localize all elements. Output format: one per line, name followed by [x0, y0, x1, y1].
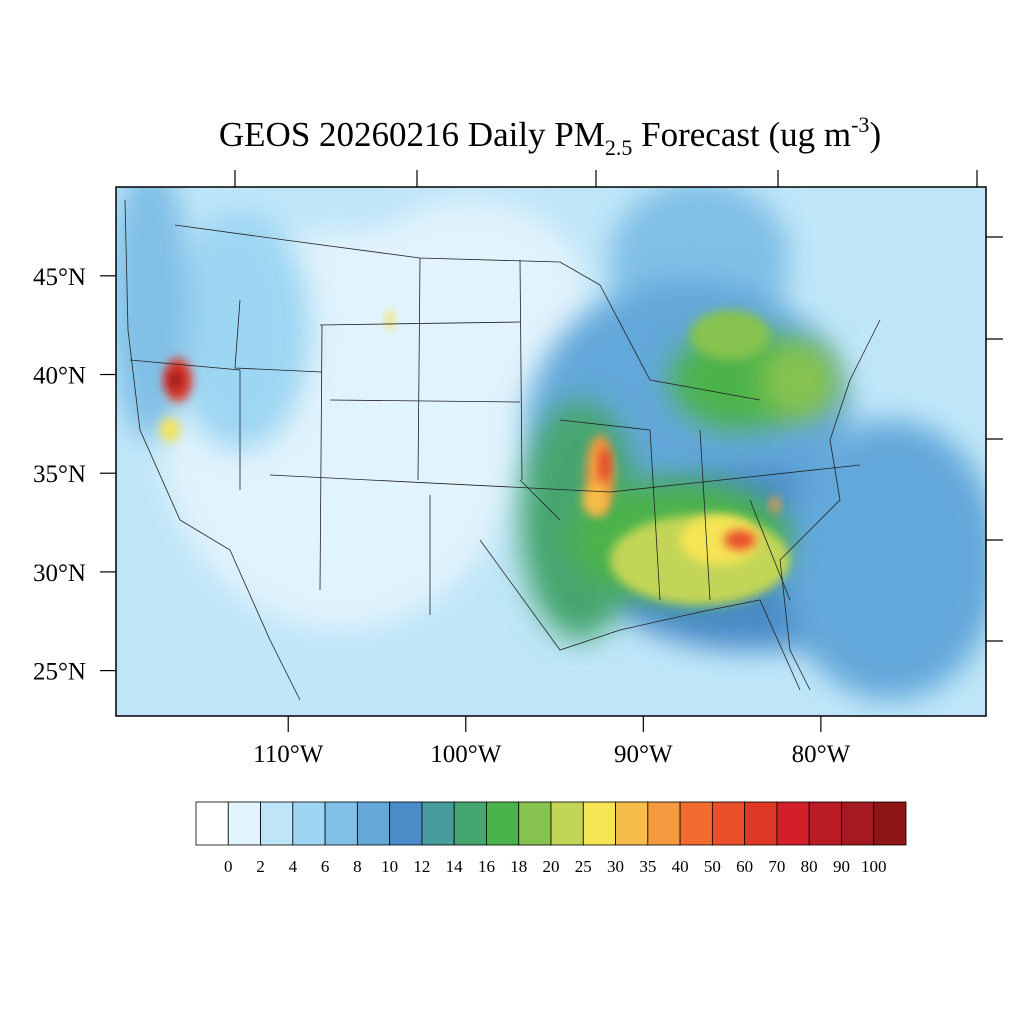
colorbar-box — [260, 801, 294, 846]
colorbar-box — [776, 801, 810, 846]
y-tick-label: 25°N — [33, 659, 86, 686]
concentration-area — [350, 200, 590, 400]
colorbar-box — [841, 801, 875, 846]
colorbar-box — [647, 801, 681, 846]
colorbar-label: 20 — [543, 857, 560, 876]
colorbar-label: 8 — [353, 857, 362, 876]
x-tick-label: 90°W — [614, 741, 673, 768]
colorbar-box — [873, 801, 907, 846]
colorbar-label: 2 — [256, 857, 265, 876]
colorbar-label: 60 — [736, 857, 753, 876]
colorbar-label: 40 — [672, 857, 689, 876]
concentration-area — [167, 370, 183, 390]
colorbar-label: 16 — [478, 857, 495, 876]
boundaries — [124, 199, 881, 701]
colorbar-box — [324, 801, 358, 846]
colorbar-box — [679, 801, 713, 846]
concentration-area — [600, 447, 610, 483]
y-tick-label: 40°N — [33, 363, 86, 390]
y-tick-label: 35°N — [33, 461, 86, 488]
pm25-field — [116, 187, 986, 716]
colorbar-box — [711, 801, 746, 846]
colorbar-box — [808, 801, 842, 846]
map-frame — [115, 186, 987, 717]
colorbar-label: 6 — [321, 857, 330, 876]
concentration-area — [680, 515, 760, 565]
colorbar-box — [582, 801, 616, 846]
colorbar-box — [518, 801, 552, 846]
colorbar-box — [615, 801, 649, 846]
colorbar-label: 12 — [413, 857, 430, 876]
colorbar-label: 4 — [289, 857, 298, 876]
concentration-area — [780, 420, 986, 700]
colorbar-label: 90 — [833, 857, 850, 876]
x-tick-label: 100°W — [430, 741, 501, 768]
colorbar-label: 10 — [381, 857, 398, 876]
colorbar-box — [195, 801, 229, 846]
colorbar-box — [453, 801, 487, 846]
colorbar-box — [744, 801, 778, 846]
colorbar-box — [389, 801, 423, 846]
colorbar-label: 30 — [607, 857, 624, 876]
axes: 110°W 100°W 90°W 80°W 45°N 40°N 35°N 30°N 25°N — [33, 264, 851, 768]
colorbar-label: 35 — [639, 857, 656, 876]
concentration-area — [770, 497, 780, 513]
colorbar-label: 100 — [861, 857, 887, 876]
x-tick-label: 80°W — [792, 741, 851, 768]
colorbar-box — [227, 801, 261, 846]
concentration-area — [690, 310, 770, 360]
colorbar-label: 18 — [510, 857, 527, 876]
colorbar-label: 80 — [801, 857, 818, 876]
colorbar-label: 14 — [446, 857, 464, 876]
colorbar-box — [550, 801, 584, 846]
title: GEOS 20260216 Daily PM2.5 Forecast (ug m… — [219, 112, 881, 160]
colorbar: 0 2 4 6 8 10 12 14 16 18 20 25 30 35 40 50 60 70 80 90 100 — [195, 801, 907, 876]
concentration-area — [160, 418, 180, 442]
y-tick-label: 30°N — [33, 560, 86, 587]
concentration-area — [760, 340, 840, 420]
frame-ticks — [234, 170, 1003, 642]
colorbar-label: 50 — [704, 857, 721, 876]
colorbar-box — [292, 801, 326, 846]
colorbar-label: 70 — [768, 857, 785, 876]
y-tick-label: 45°N — [33, 264, 86, 291]
colorbar-box — [421, 801, 455, 846]
concentration-area — [724, 530, 756, 550]
concentration-area — [170, 210, 310, 450]
colorbar-label: 0 — [224, 857, 233, 876]
x-tick-label: 110°W — [253, 741, 324, 768]
colorbar-box — [356, 801, 391, 846]
concentration-area — [386, 310, 394, 330]
colorbar-box — [486, 801, 520, 846]
concentration-area — [583, 484, 607, 516]
colorbar-label: 25 — [575, 857, 592, 876]
